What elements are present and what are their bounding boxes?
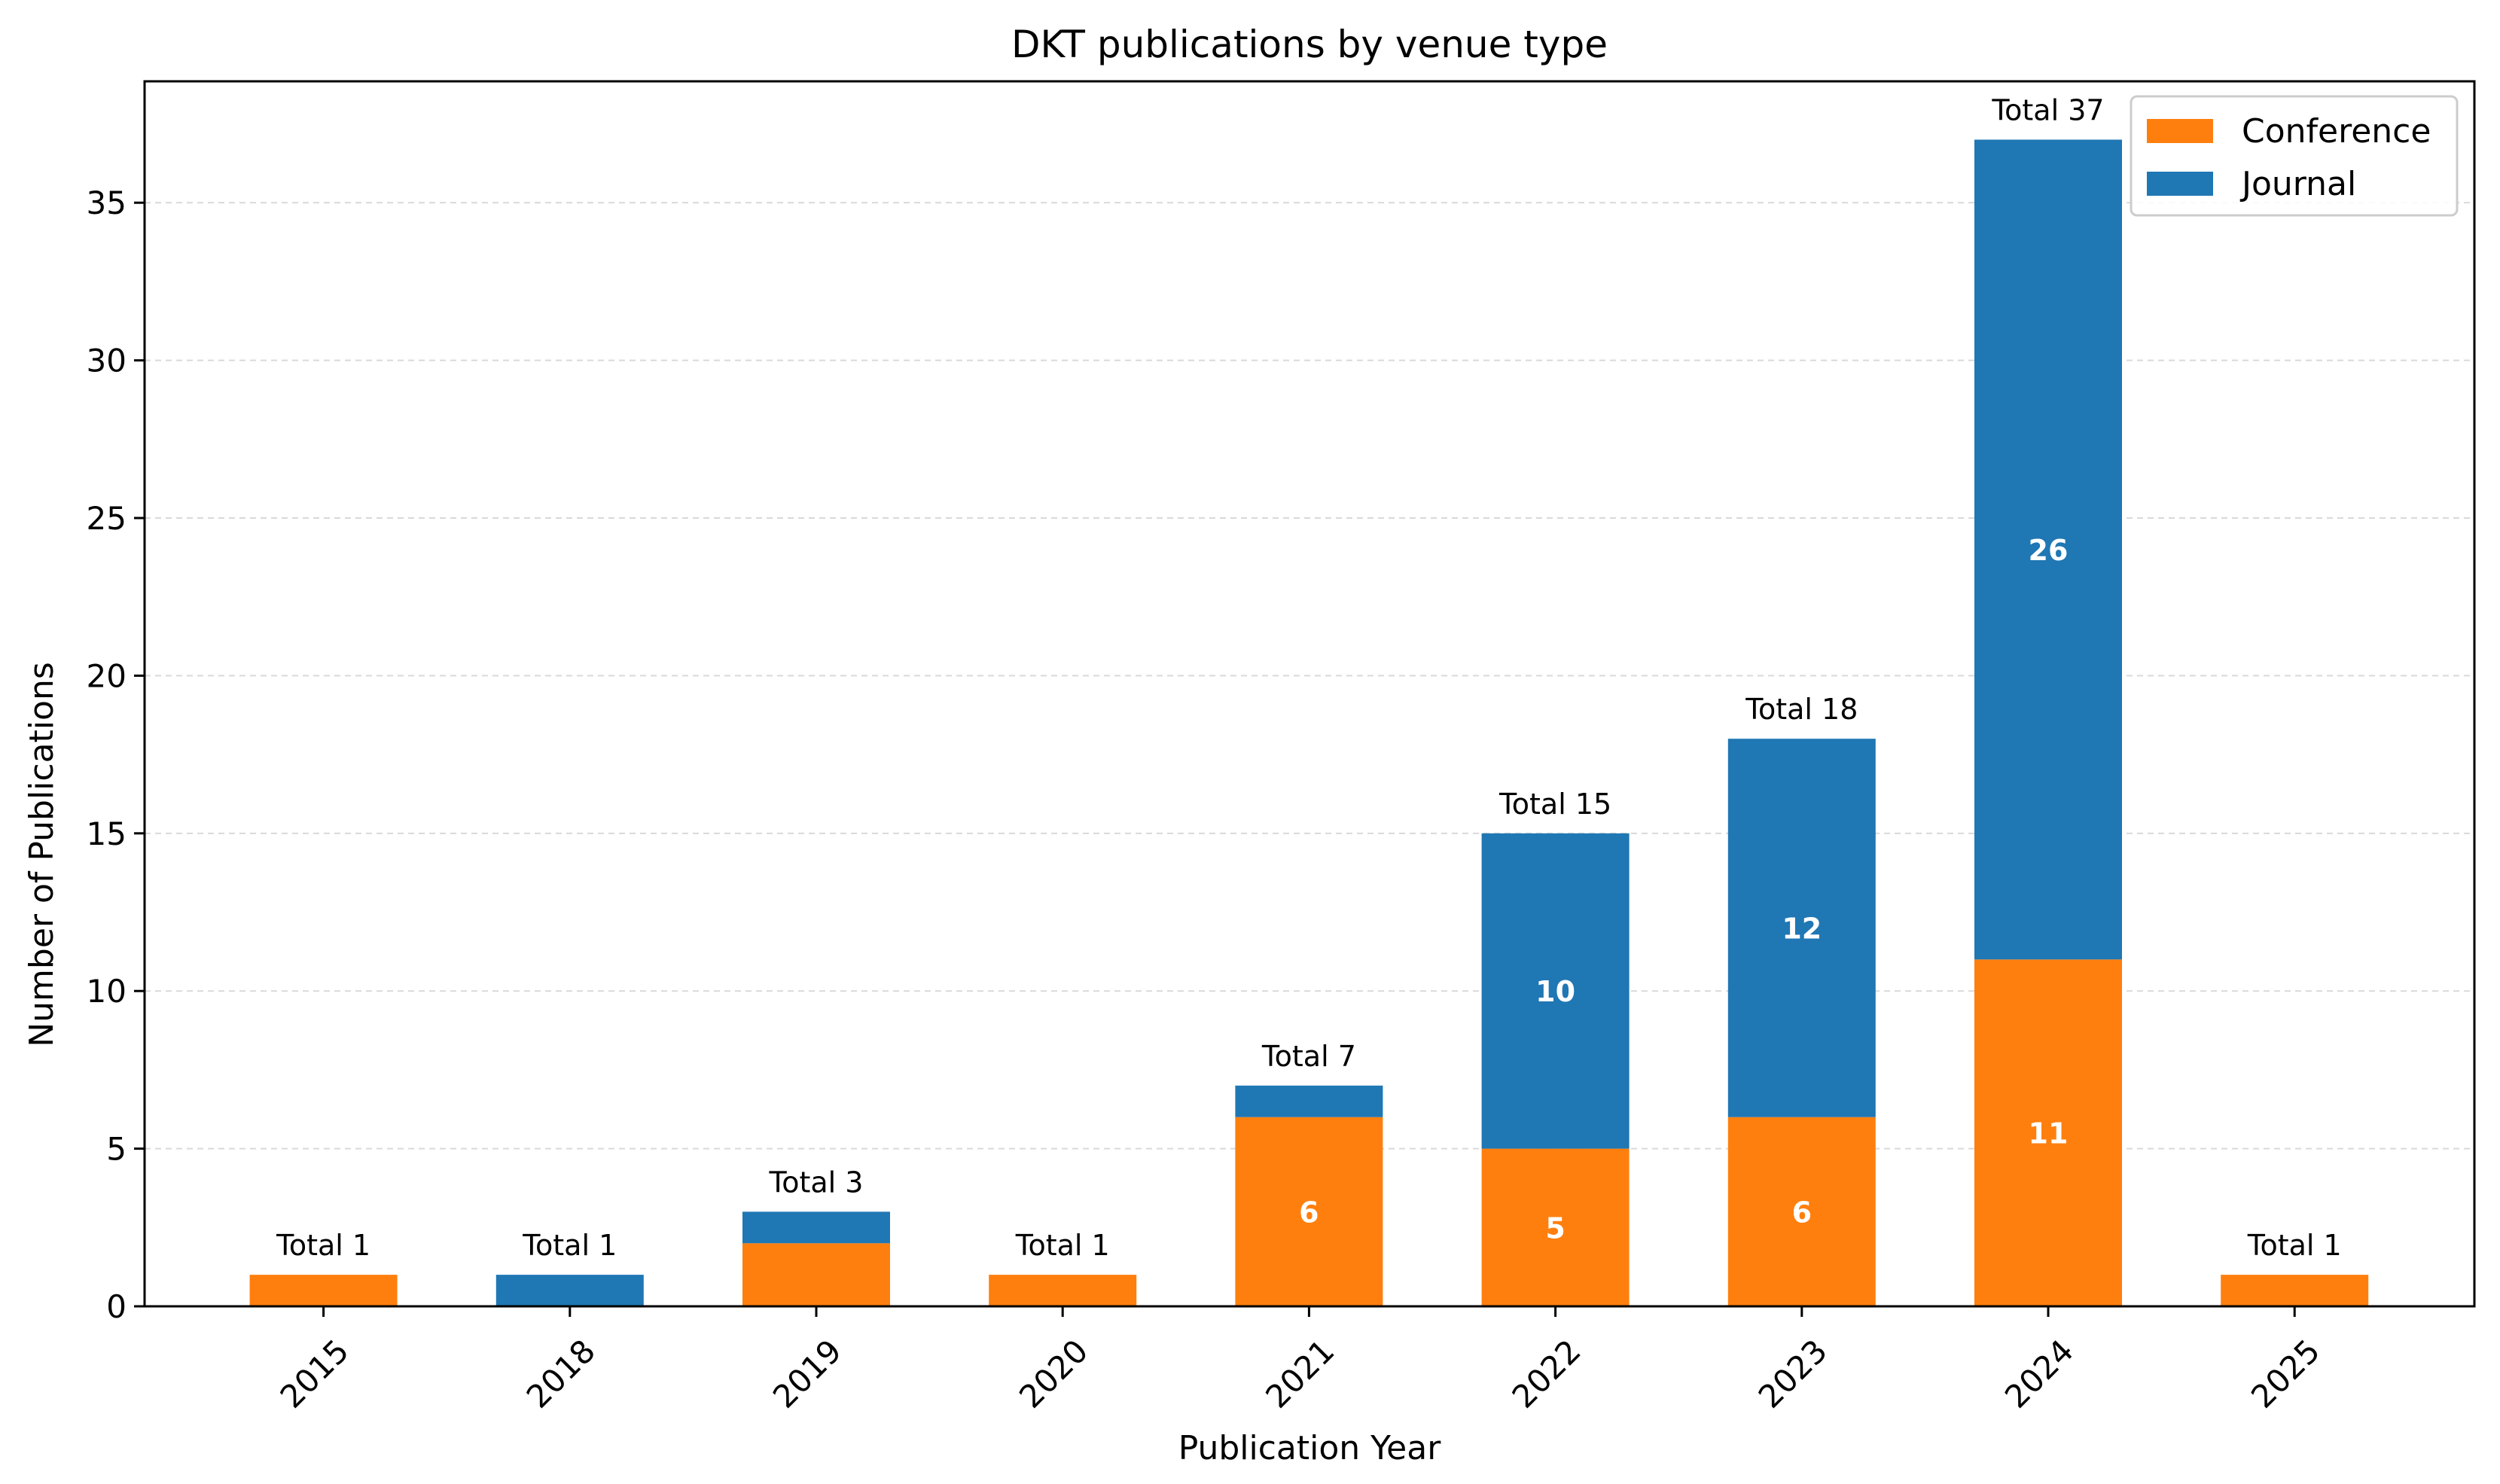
y-tick-label: 25 bbox=[87, 500, 127, 537]
total-label-2023: Total 18 bbox=[1745, 693, 1858, 726]
bar-conference-2021 bbox=[1235, 1117, 1383, 1306]
segment-value-label: 11 bbox=[2029, 1117, 2069, 1150]
y-axis-ticks: 0 5 10 15 20 25 30 35 bbox=[87, 184, 145, 1325]
total-label-2022: Total 15 bbox=[1498, 788, 1611, 821]
y-tick-label: 20 bbox=[87, 657, 127, 694]
segment-value-label: 12 bbox=[1782, 912, 1822, 945]
total-label-2015: Total 1 bbox=[276, 1229, 370, 1262]
y-tick-label: 15 bbox=[87, 815, 127, 852]
bar-conference-2023 bbox=[1727, 1117, 1876, 1306]
total-label-2024: Total 37 bbox=[1991, 93, 2104, 126]
x-tick-label: 2020 bbox=[1012, 1332, 1095, 1415]
bar-journal-2022 bbox=[1481, 833, 1630, 1149]
bar-conference-2022 bbox=[1481, 1148, 1630, 1306]
x-tick-label: 2024 bbox=[1998, 1332, 2081, 1415]
segment-value-label: 5 bbox=[1545, 1211, 1565, 1245]
total-label-2020: Total 1 bbox=[1015, 1229, 1110, 1262]
data-labels: Total 1 Total 1 Total 3 Total 1 6 Total 7 5 10 T… bbox=[276, 93, 2342, 1262]
y-tick-label: 10 bbox=[87, 973, 127, 1010]
bar-journal-2018 bbox=[495, 1275, 644, 1306]
segment-value-label: 26 bbox=[2029, 534, 2069, 567]
legend-swatch-journal bbox=[2147, 172, 2213, 196]
chart-title: DKT publications by venue type bbox=[1011, 23, 1608, 66]
bars bbox=[249, 139, 2369, 1306]
bar-conference-2025 bbox=[2221, 1275, 2369, 1306]
x-tick-label: 2015 bbox=[273, 1332, 356, 1415]
legend: Conference Journal bbox=[2130, 95, 2459, 217]
legend-label-conference: Conference bbox=[2242, 112, 2431, 151]
y-tick-label: 5 bbox=[106, 1131, 127, 1168]
legend-label-journal: Journal bbox=[2239, 165, 2356, 203]
y-tick-label: 30 bbox=[87, 343, 127, 379]
bar-conference-2019 bbox=[742, 1243, 890, 1306]
bar-conference-2015 bbox=[249, 1275, 398, 1306]
bar-journal-2024 bbox=[1974, 139, 2122, 960]
y-tick-label: 0 bbox=[106, 1288, 127, 1325]
total-label-2021: Total 7 bbox=[1261, 1040, 1356, 1073]
y-tick-label: 35 bbox=[87, 184, 127, 221]
x-tick-label: 2021 bbox=[1258, 1332, 1341, 1415]
bar-journal-2023 bbox=[1727, 739, 1876, 1117]
x-axis-ticks: 2015 2018 2019 2020 2021 2022 2023 2024 2025 bbox=[273, 1306, 2327, 1415]
gridlines bbox=[145, 202, 2474, 1150]
x-axis-label: Publication Year bbox=[1178, 1429, 1442, 1467]
bar-journal-2019 bbox=[742, 1211, 890, 1244]
total-label-2018: Total 1 bbox=[522, 1229, 617, 1262]
total-label-2025: Total 1 bbox=[2247, 1229, 2342, 1262]
segment-value-label: 6 bbox=[1792, 1196, 1812, 1229]
bar-conference-2024 bbox=[1974, 959, 2122, 1306]
legend-swatch-conference bbox=[2147, 119, 2213, 143]
total-label-2019: Total 3 bbox=[768, 1166, 863, 1199]
bar-conference-2020 bbox=[989, 1275, 1137, 1306]
x-tick-label: 2018 bbox=[520, 1332, 602, 1415]
x-tick-label: 2023 bbox=[1752, 1332, 1834, 1415]
bar-journal-2021 bbox=[1235, 1085, 1383, 1117]
segment-value-label: 10 bbox=[1535, 975, 1575, 1008]
x-tick-label: 2022 bbox=[1505, 1332, 1588, 1415]
x-tick-label: 2019 bbox=[766, 1332, 849, 1415]
y-axis-label: Number of Publications bbox=[23, 662, 61, 1047]
x-tick-label: 2025 bbox=[2244, 1332, 2327, 1415]
segment-value-label: 6 bbox=[1299, 1196, 1319, 1229]
